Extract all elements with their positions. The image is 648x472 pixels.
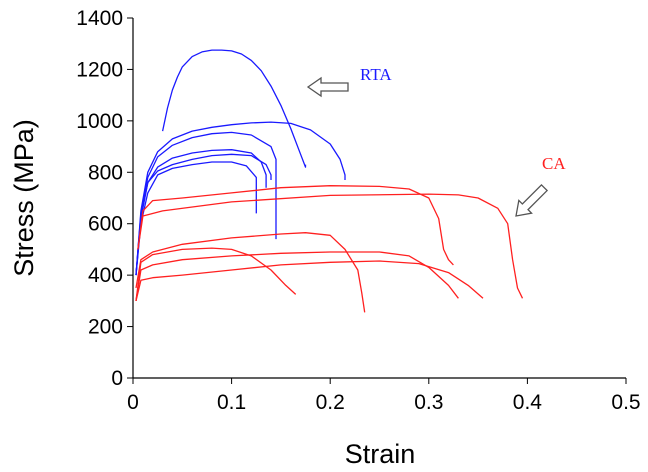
x-tick-label: 0.4 — [513, 391, 543, 414]
rta-curve-1 — [161, 49, 307, 168]
y-tick-label: 800 — [88, 161, 123, 184]
x-tick-label: 0.2 — [316, 391, 345, 414]
rta-curve-2 — [135, 121, 346, 276]
x-tick-label: 0 — [127, 391, 139, 414]
ca-annotation: CA — [508, 154, 566, 224]
y-tick-label: 0 — [111, 367, 123, 390]
rta-curve-3 — [135, 131, 277, 276]
y-tick-label: 1200 — [76, 58, 123, 81]
x-tick-label: 0.1 — [217, 391, 246, 414]
plot-area — [135, 49, 524, 313]
y-tick-label: 400 — [88, 264, 123, 287]
rta-curve-6 — [135, 161, 257, 276]
ca-label: CA — [542, 154, 566, 173]
rta-curve-5 — [135, 153, 272, 276]
y-tick-label: 1000 — [76, 110, 123, 133]
rta-annotation: RTA — [307, 65, 392, 97]
ca-arrow-icon — [508, 180, 552, 224]
x-ticks: 0 0.1 0.2 0.3 0.4 0.5 — [127, 378, 641, 414]
y-ticks: 0 200 400 600 800 1000 1200 1400 — [76, 7, 133, 390]
ca-curve-3 — [135, 232, 366, 313]
y-tick-label: 600 — [88, 213, 123, 236]
axes — [132, 18, 626, 379]
x-tick-label: 0.5 — [611, 391, 640, 414]
ca-curve-4 — [135, 247, 297, 301]
x-axis-title: Strain — [345, 439, 416, 469]
y-tick-label: 1400 — [76, 7, 123, 30]
ca-curve-1 — [137, 185, 454, 266]
x-tick-label: 0.3 — [414, 391, 443, 414]
rta-arrow-icon — [307, 77, 349, 97]
y-tick-label: 200 — [88, 316, 123, 339]
ca-curve-6 — [135, 260, 484, 302]
ca-curve-5 — [135, 251, 459, 302]
y-axis-title: Stress (MPa) — [9, 119, 39, 277]
rta-label: RTA — [360, 65, 392, 84]
ca-curve-2 — [137, 193, 524, 299]
